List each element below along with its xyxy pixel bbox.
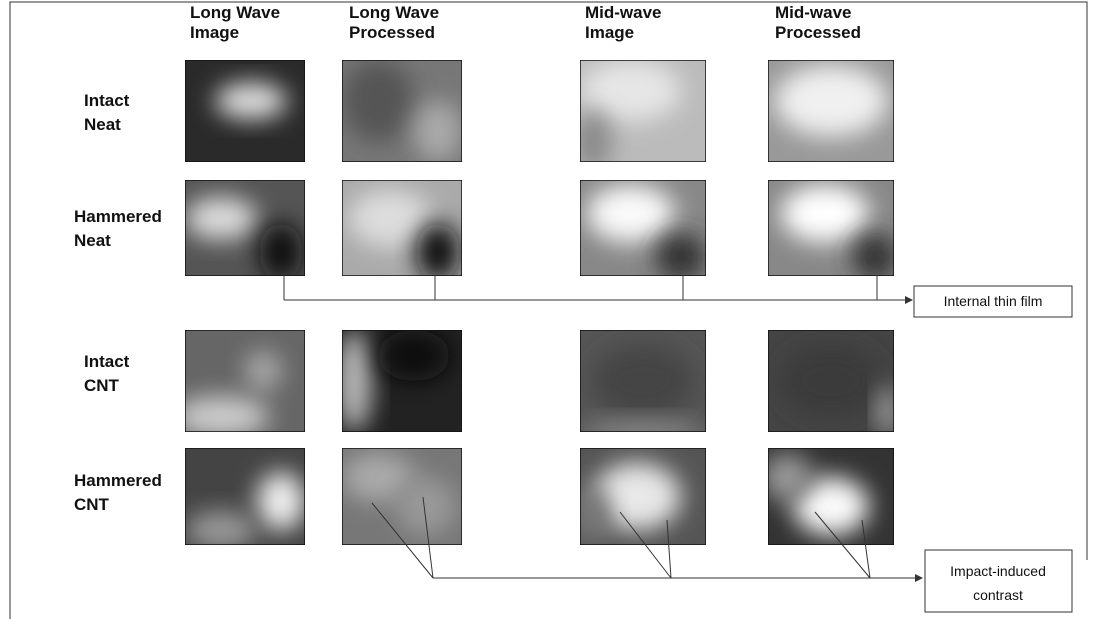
thermal-image [580, 330, 706, 444]
image-blob [416, 223, 459, 281]
image-blob [336, 330, 372, 432]
image-blob [593, 345, 694, 416]
annotation: contrast [973, 587, 1023, 603]
annotation: Impact-induced [950, 563, 1046, 579]
image-blob [259, 223, 302, 281]
annotation: Internal thin film [944, 293, 1043, 309]
row-label: Intact [84, 352, 130, 371]
thermal-image [342, 60, 462, 162]
image-blob [781, 345, 882, 416]
row-label: Hammered [74, 471, 162, 490]
thermal-image [185, 448, 305, 550]
image-blob [574, 111, 612, 172]
thermal-image [574, 448, 706, 545]
column-header: Mid-wave [585, 3, 662, 22]
image-blob [378, 330, 450, 381]
image-blob [878, 386, 898, 437]
thermal-image [768, 180, 898, 281]
thermal-image [768, 60, 894, 162]
image-blob [245, 350, 281, 391]
image-blob [257, 472, 305, 530]
thermal-image [336, 330, 462, 432]
image-blob [574, 487, 612, 545]
thermal-image [580, 180, 706, 281]
figure: Long Wave Image Long Wave Processed Mid-… [0, 0, 1097, 619]
column-header: Processed [349, 23, 435, 42]
column-header: Long Wave [190, 3, 280, 22]
image-grid [173, 60, 898, 550]
column-header: Processed [775, 23, 861, 42]
image-blob [762, 453, 812, 502]
image-blob [774, 65, 887, 136]
row-label: CNT [74, 495, 110, 514]
thermal-image [173, 330, 305, 437]
image-blob [215, 82, 287, 119]
thin-film-callout: Internal thin film [284, 275, 1072, 317]
image-blob [342, 60, 414, 142]
image-blob [396, 477, 456, 535]
column-header: Long Wave [349, 3, 439, 22]
image-blob [185, 197, 257, 239]
row-label: Intact [84, 91, 130, 110]
column-header: Image [585, 23, 634, 42]
thermal-image [574, 60, 706, 172]
thermal-image [185, 60, 305, 162]
image-blob [185, 511, 257, 550]
row-label: CNT [84, 376, 120, 395]
image-blob [656, 233, 706, 281]
image-blob [781, 185, 869, 243]
image-blob [173, 396, 269, 437]
thermal-image [185, 180, 305, 281]
image-blob [586, 185, 674, 243]
thermal-image [768, 330, 898, 437]
image-blob [414, 101, 462, 162]
thermal-image [342, 180, 462, 281]
image-blob [852, 233, 897, 281]
row-label: Neat [84, 115, 121, 134]
row-label: Neat [74, 231, 111, 250]
column-header: Image [190, 23, 239, 42]
thermal-image [762, 448, 894, 545]
impact-callout: Impact-induced contrast [372, 497, 1072, 612]
column-header: Mid-wave [775, 3, 852, 22]
row-label: Hammered [74, 207, 162, 226]
thermal-image [342, 448, 462, 545]
